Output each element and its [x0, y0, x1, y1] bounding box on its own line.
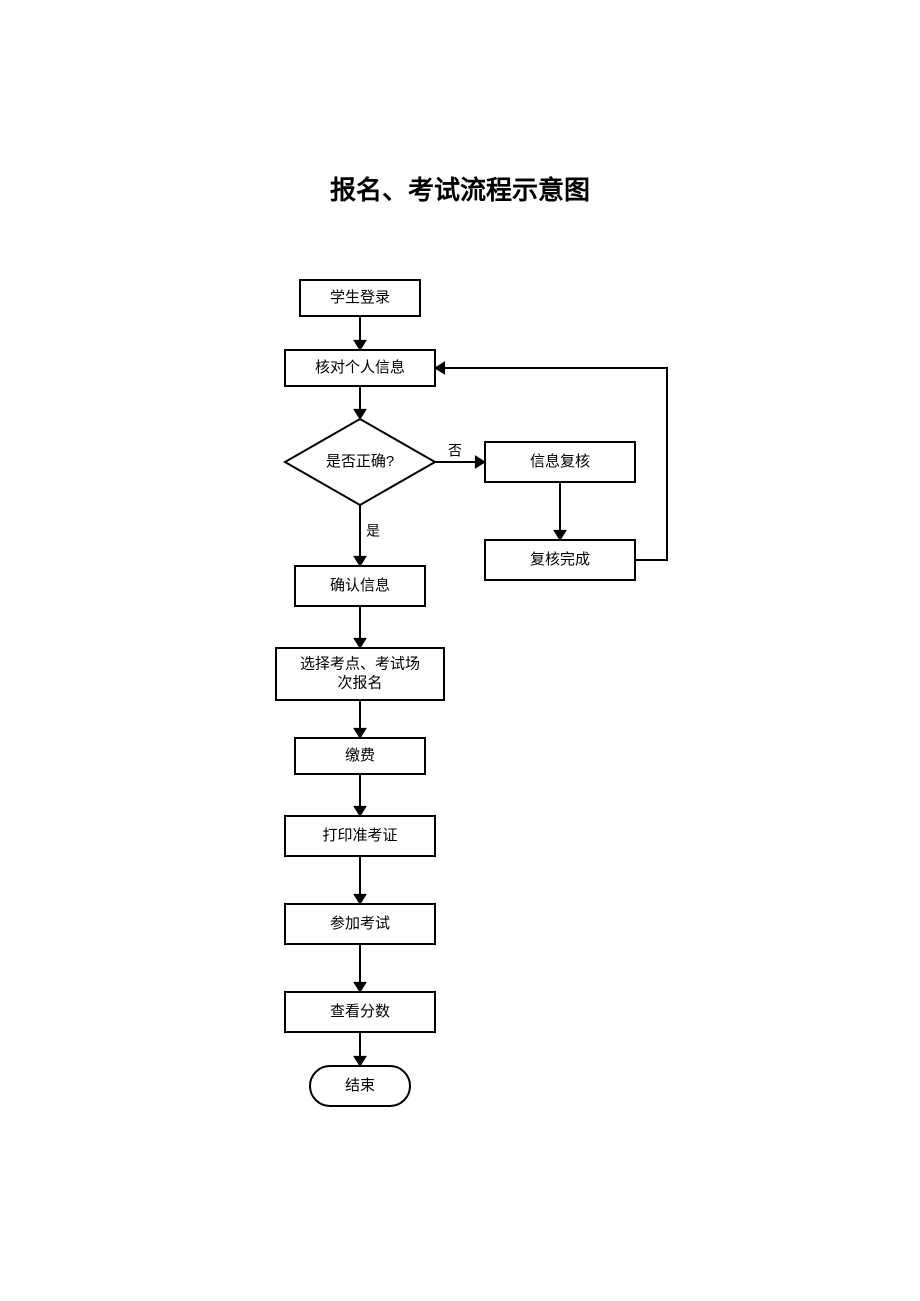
- node-label-login: 学生登录: [330, 289, 390, 306]
- node-label-correct: 是否正确?: [326, 453, 394, 470]
- node-label-print: 打印准考证: [322, 827, 397, 844]
- page-title: 报名、考试流程示意图: [0, 170, 920, 207]
- node-label-pay: 缴费: [345, 747, 375, 764]
- svg-text:是: 是: [366, 523, 380, 539]
- node-label-reviewdone: 复核完成: [530, 550, 590, 568]
- node-label-end: 结束: [345, 1077, 375, 1094]
- flowchart-container: 是 否 学生登录核对个人信息是否正确? 信息复核复核完成确认信息选择考点、考试场次报名…: [255, 270, 695, 1110]
- flowchart-svg: 是 否 学生登录核对个人信息是否正确? 信息复核复核完成确认信息选择考点、考试场次报名…: [255, 270, 695, 1110]
- page: 报名、考试流程示意图 是 否 学生登录核对个人信息是否正确? 信息复核复核完成确认信息…: [0, 0, 920, 1301]
- node-label-select: 选择考点、考试场: [300, 656, 420, 673]
- node-label-score: 查看分数: [330, 1003, 390, 1020]
- node-label-exam: 参加考试: [330, 915, 390, 932]
- node-label-verify: 核对个人信息: [315, 359, 405, 376]
- node-label-review: 信息复核: [530, 452, 590, 470]
- svg-text:否: 否: [448, 443, 462, 459]
- node-label-select: 次报名: [337, 674, 382, 691]
- node-label-confirm: 确认信息: [330, 577, 390, 594]
